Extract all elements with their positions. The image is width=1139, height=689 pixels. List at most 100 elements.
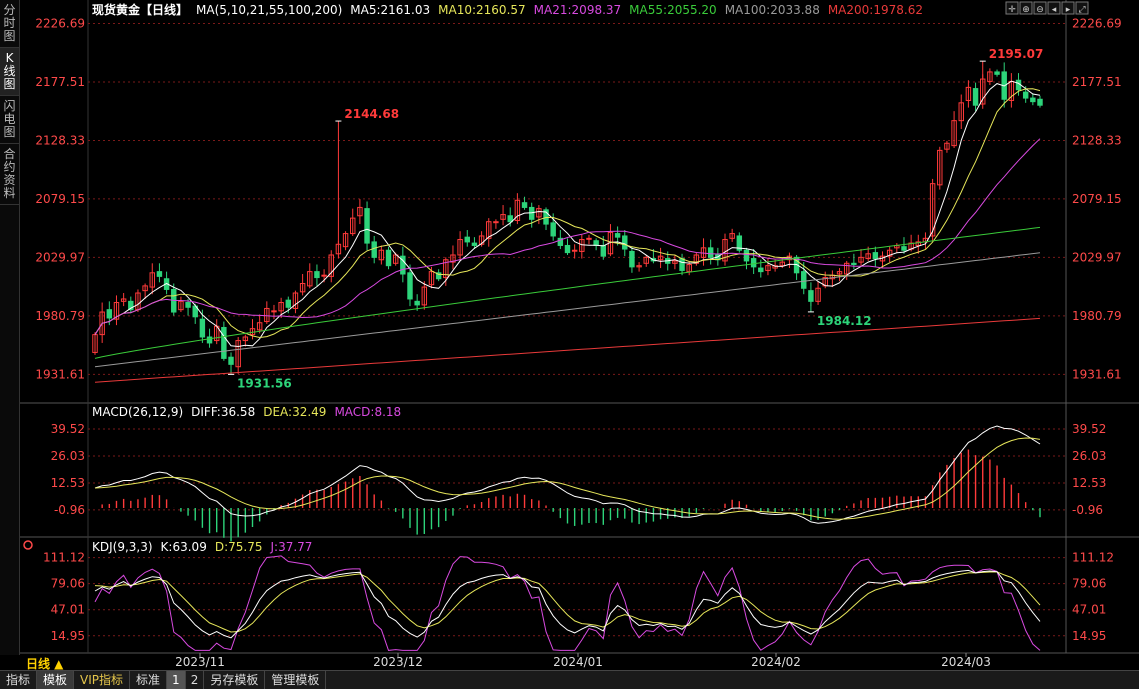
bottom-tab-2[interactable]: VIP指标 <box>74 671 131 689</box>
candle-body <box>292 292 299 309</box>
candle-body <box>185 302 191 308</box>
bottom-tab-6[interactable]: 另存模板 <box>204 671 266 689</box>
candle-body <box>929 183 936 237</box>
candle-body <box>385 249 392 267</box>
candle-body <box>120 298 127 302</box>
bottom-tab-bar: 指标 模板 VIP指标 标准 1 2 另存模板 管理模板 <box>0 670 1139 689</box>
candle-body <box>536 208 542 218</box>
y-tick-right: 14.95 <box>1072 629 1106 643</box>
side-tab-2[interactable]: 闪电图 <box>0 96 19 144</box>
candle-body <box>414 300 420 306</box>
candle-body <box>528 206 535 220</box>
expand-icon[interactable] <box>1075 1 1089 15</box>
candle-body <box>271 310 277 313</box>
price-annotation: 1931.56 <box>237 376 292 390</box>
candle-body <box>793 256 800 274</box>
y-tick-left: 2177.51 <box>35 75 85 89</box>
y-tick-right: 2029.97 <box>1072 250 1122 264</box>
candle-body <box>514 199 521 222</box>
zoom-out-icon[interactable] <box>1033 1 1047 15</box>
period-label[interactable]: 日线 ▲ <box>26 657 64 671</box>
bottom-tab-0[interactable]: 指标 <box>0 671 38 689</box>
candle-body <box>357 206 363 217</box>
candle-body <box>858 256 864 263</box>
bottom-tab-3[interactable]: 标准 <box>130 671 168 689</box>
pan-left-icon[interactable] <box>1047 1 1061 15</box>
candle-body <box>521 202 528 208</box>
y-tick-right: 1980.79 <box>1072 309 1122 323</box>
y-tick-right: -0.96 <box>1072 503 1103 517</box>
side-tab-1[interactable]: K线图 <box>0 48 19 96</box>
chart-area[interactable]: 2226.69 2226.69 2177.51 2177.51 2128.33 2128.… <box>0 0 1139 670</box>
candle-body <box>944 142 950 150</box>
ma-line-10 <box>94 88 1041 339</box>
y-tick-left: 2226.69 <box>35 17 85 31</box>
candle-body <box>743 249 750 262</box>
candle-body <box>256 322 263 331</box>
kdj-value-j: J:37.77 <box>269 540 312 554</box>
candle-body <box>937 149 943 186</box>
pan-right-icon-glyph: ▸ <box>1066 5 1071 15</box>
y-tick-right: 2177.51 <box>1072 75 1122 89</box>
crosshair-icon[interactable] <box>1005 1 1019 15</box>
candle-body <box>507 215 513 223</box>
kdj-j-line <box>94 555 1041 651</box>
y-tick-left: 26.03 <box>51 449 85 463</box>
candle-body <box>156 271 163 277</box>
candle-body <box>450 254 456 263</box>
candle-body <box>972 88 979 106</box>
candle-body <box>958 102 964 122</box>
x-tick-label: 2024/01 <box>553 655 603 669</box>
pan-right-icon[interactable] <box>1061 1 1075 15</box>
candle-body <box>571 249 578 252</box>
candle-body <box>1022 91 1029 99</box>
zoom-in-icon[interactable] <box>1019 1 1033 15</box>
x-tick-label: 2023/12 <box>373 655 423 669</box>
candle-body <box>951 120 957 147</box>
kdj-title: KDJ(9,3,3) <box>92 540 153 554</box>
bottom-tab-7[interactable]: 管理模板 <box>265 671 327 689</box>
bottom-tab-1[interactable]: 模板 <box>37 671 75 689</box>
candle-body <box>965 86 972 101</box>
bottom-tab-4[interactable]: 1 <box>167 671 186 689</box>
candle-body <box>471 242 478 246</box>
candle-body <box>729 233 735 239</box>
candle-body <box>779 261 785 267</box>
chart-title: 现货黄金【日线】 <box>92 2 188 17</box>
price-annotation: 1984.12 <box>817 314 872 328</box>
candle-body <box>378 249 385 261</box>
expand-icon-glyph: ⤢ <box>1077 5 1085 15</box>
side-tab-3[interactable]: 合约资料 <box>0 144 19 205</box>
candle-body <box>307 271 313 287</box>
candle-body <box>865 253 871 260</box>
candle-body <box>987 71 993 82</box>
ma-value-ma100: MA100:2033.88 <box>725 3 820 17</box>
candle-body <box>622 235 628 250</box>
ma-line-200 <box>94 317 1041 383</box>
candle-body <box>435 272 442 280</box>
candle-body <box>421 286 428 306</box>
candle-body <box>278 302 284 312</box>
candle-body <box>299 283 306 293</box>
kdj-value-k: K:63.09 <box>161 540 207 554</box>
y-tick-left: 47.01 <box>51 603 85 617</box>
candle-body <box>915 241 922 246</box>
side-panel: 分时图 K线图 闪电图 合约资料 <box>0 0 20 655</box>
price-annotation: 2144.68 <box>344 107 399 121</box>
candle-body <box>600 244 607 257</box>
side-tab-0[interactable]: 分时图 <box>0 0 19 48</box>
candle-body <box>464 236 470 243</box>
candle-body <box>750 258 757 268</box>
candle-body <box>342 233 349 248</box>
bottom-tab-5[interactable]: 2 <box>186 671 205 689</box>
candle-body <box>443 259 449 279</box>
kdj-k-line <box>94 569 1041 639</box>
candle-body <box>801 271 807 289</box>
candle-body <box>221 326 227 359</box>
candle-body <box>736 235 743 251</box>
y-tick-right: 2226.69 <box>1072 17 1122 31</box>
y-tick-right: 111.12 <box>1072 551 1114 565</box>
x-tick-label: 2023/11 <box>175 655 225 669</box>
candle-body <box>142 285 148 292</box>
candle-body <box>994 71 1000 75</box>
